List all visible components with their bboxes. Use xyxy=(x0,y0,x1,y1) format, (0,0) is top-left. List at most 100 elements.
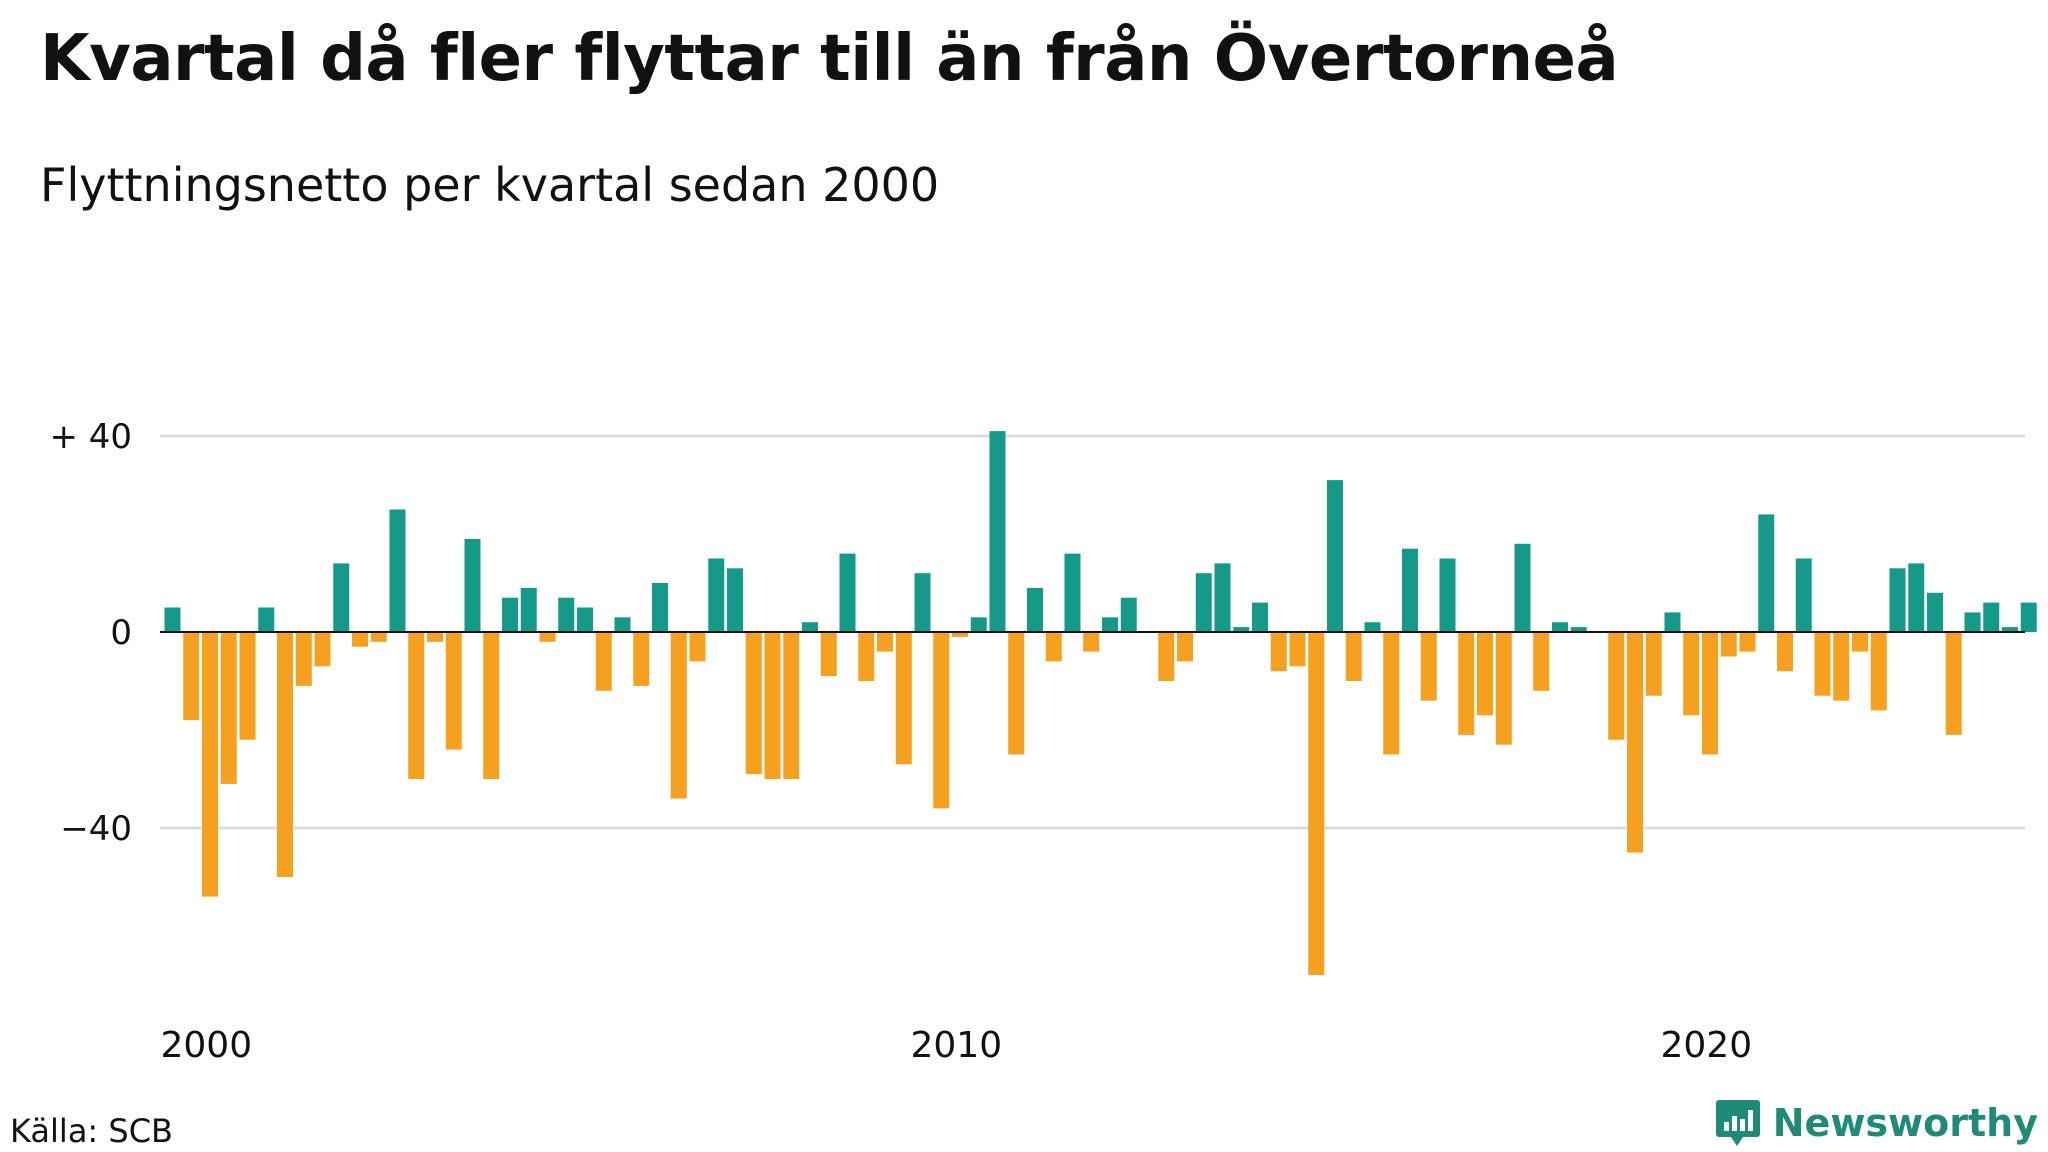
bar-negative[interactable] xyxy=(1739,632,1756,652)
bar-negative[interactable] xyxy=(1533,632,1550,691)
bar-negative[interactable] xyxy=(483,632,500,779)
bar-negative[interactable] xyxy=(427,632,443,642)
bar-negative[interactable] xyxy=(1383,632,1400,755)
bar-positive[interactable] xyxy=(1552,622,1568,632)
bar-negative[interactable] xyxy=(858,632,875,681)
bar-positive[interactable] xyxy=(464,538,481,632)
bar-positive[interactable] xyxy=(1795,558,1812,633)
bar-negative[interactable] xyxy=(295,632,312,686)
bar-positive[interactable] xyxy=(989,431,1006,632)
bar-negative[interactable] xyxy=(1495,632,1512,745)
bar-positive[interactable] xyxy=(1327,480,1343,632)
bar-negative[interactable] xyxy=(277,632,293,877)
bar-negative[interactable] xyxy=(933,632,950,809)
bar-positive[interactable] xyxy=(1908,563,1925,632)
bar-negative[interactable] xyxy=(202,632,218,897)
bar-negative[interactable] xyxy=(952,632,968,637)
bar-positive[interactable] xyxy=(1233,627,1250,632)
bar-negative[interactable] xyxy=(1270,632,1287,672)
bar-negative[interactable] xyxy=(877,632,893,652)
brand-logo[interactable]: Newsworthy xyxy=(1715,1098,2038,1148)
bar-negative[interactable] xyxy=(1702,632,1718,755)
bar-negative[interactable] xyxy=(1420,632,1437,701)
bar-negative[interactable] xyxy=(1852,632,1868,652)
bar-positive[interactable] xyxy=(258,607,275,633)
bar-positive[interactable] xyxy=(1514,543,1531,632)
bar-positive[interactable] xyxy=(389,509,406,633)
bar-positive[interactable] xyxy=(1570,627,1587,632)
bar-positive[interactable] xyxy=(520,587,537,632)
bar-negative[interactable] xyxy=(408,632,425,779)
bar-negative[interactable] xyxy=(1158,632,1175,681)
bar-negative[interactable] xyxy=(783,632,800,779)
bar-negative[interactable] xyxy=(1833,632,1850,701)
bar-positive[interactable] xyxy=(333,563,350,632)
bar-positive[interactable] xyxy=(502,597,518,632)
bar-negative[interactable] xyxy=(1683,632,1700,716)
bar-negative[interactable] xyxy=(239,632,256,740)
bar-negative[interactable] xyxy=(745,632,762,775)
bar-negative[interactable] xyxy=(820,632,837,677)
bar-positive[interactable] xyxy=(1889,568,1906,632)
bar-positive[interactable] xyxy=(970,617,987,632)
bar-positive[interactable] xyxy=(577,607,593,633)
bar-negative[interactable] xyxy=(1945,632,1962,735)
bar-positive[interactable] xyxy=(1102,617,1118,632)
bar-negative[interactable] xyxy=(689,632,706,662)
bar-negative[interactable] xyxy=(895,632,912,765)
bar-negative[interactable] xyxy=(1345,632,1362,681)
bar-negative[interactable] xyxy=(633,632,650,686)
bar-negative[interactable] xyxy=(670,632,687,799)
bar-negative[interactable] xyxy=(1177,632,1193,662)
bar-positive[interactable] xyxy=(727,568,743,632)
bar-negative[interactable] xyxy=(1870,632,1887,711)
bar-negative[interactable] xyxy=(1477,632,1493,716)
bar-negative[interactable] xyxy=(220,632,237,784)
bar-positive[interactable] xyxy=(1214,563,1231,632)
bar-positive[interactable] xyxy=(164,607,181,633)
bar-negative[interactable] xyxy=(595,632,612,691)
bar-positive[interactable] xyxy=(1664,612,1681,632)
bar-positive[interactable] xyxy=(839,553,856,632)
bar-positive[interactable] xyxy=(2002,627,2018,632)
bar-positive[interactable] xyxy=(1402,548,1418,632)
bar-positive[interactable] xyxy=(1927,592,1943,632)
bar-positive[interactable] xyxy=(1983,602,2000,632)
bar-negative[interactable] xyxy=(352,632,368,647)
bar-negative[interactable] xyxy=(1045,632,1062,662)
bar-negative[interactable] xyxy=(539,632,556,642)
bar-negative[interactable] xyxy=(1777,632,1793,672)
bar-positive[interactable] xyxy=(1064,553,1081,632)
bar-positive[interactable] xyxy=(614,617,631,632)
bar-positive[interactable] xyxy=(1964,612,1981,632)
bar-negative[interactable] xyxy=(1645,632,1662,696)
bar-positive[interactable] xyxy=(558,597,575,632)
bar-positive[interactable] xyxy=(1195,573,1212,632)
bar-negative[interactable] xyxy=(1627,632,1643,853)
bar-negative[interactable] xyxy=(1083,632,1100,652)
chart-subtitle: Flyttningsnetto per kvartal sedan 2000 xyxy=(40,158,940,212)
bar-positive[interactable] xyxy=(1252,602,1268,632)
bar-positive[interactable] xyxy=(708,558,725,633)
bar-positive[interactable] xyxy=(652,583,668,632)
bar-negative[interactable] xyxy=(445,632,462,750)
bar-negative[interactable] xyxy=(1608,632,1625,740)
bar-negative[interactable] xyxy=(370,632,387,642)
bar-negative[interactable] xyxy=(1008,632,1025,755)
bar-positive[interactable] xyxy=(1364,622,1381,632)
bar-negative[interactable] xyxy=(314,632,331,667)
bar-negative[interactable] xyxy=(1289,632,1306,667)
bar-positive[interactable] xyxy=(1758,514,1775,632)
bar-negative[interactable] xyxy=(1458,632,1475,735)
bar-positive[interactable] xyxy=(802,622,818,632)
bar-positive[interactable] xyxy=(1439,558,1456,633)
bar-negative[interactable] xyxy=(183,632,200,721)
bar-positive[interactable] xyxy=(1027,587,1043,632)
bar-positive[interactable] xyxy=(914,573,931,632)
bar-negative[interactable] xyxy=(764,632,781,779)
bar-positive[interactable] xyxy=(1120,597,1137,632)
bar-negative[interactable] xyxy=(1308,632,1325,975)
bar-positive[interactable] xyxy=(2020,602,2037,632)
bar-negative[interactable] xyxy=(1720,632,1737,657)
bar-negative[interactable] xyxy=(1814,632,1831,696)
